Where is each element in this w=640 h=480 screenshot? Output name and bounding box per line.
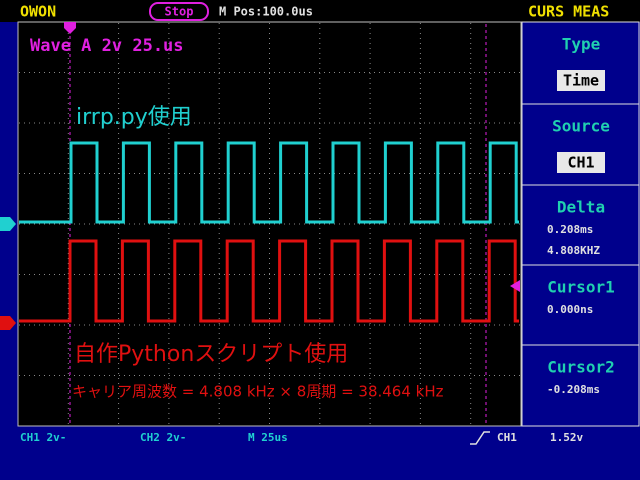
grid	[19, 23, 520, 425]
menu-value[interactable]: Time	[563, 72, 599, 90]
ch1-scale: CH1 2v-	[20, 431, 66, 444]
trace	[19, 239, 519, 323]
wave-info: Wave A 2v 25.us	[30, 36, 184, 56]
trigger-level: 1.52v	[550, 431, 583, 444]
level-marker	[510, 280, 520, 292]
menu-reading: 0.208ms	[547, 223, 593, 236]
run-status[interactable]: Stop	[165, 5, 194, 19]
brand: OWON	[20, 3, 56, 21]
menu-reading: 4.808KHZ	[547, 244, 600, 257]
menu-value[interactable]: CH1	[567, 154, 594, 172]
trace	[19, 141, 519, 224]
menu-label: Type	[562, 35, 601, 54]
position: M Pos:100.0us	[219, 5, 313, 19]
menu-label: Delta	[557, 198, 605, 217]
waveforms	[19, 141, 519, 323]
menu-panel: Type Time Source CH1 Delta 0.208ms 4.808KHZ Cur…	[521, 21, 640, 427]
ch-a-marker	[0, 217, 16, 231]
menu-reading: 0.000ns	[547, 303, 593, 316]
menu-title: CURS MEAS	[528, 3, 609, 21]
ch1-marker	[0, 316, 16, 330]
trigger-edge-icon	[470, 431, 490, 445]
annotation: 自作Pythonスクリプト使用	[74, 342, 348, 367]
trigger-marker	[64, 22, 76, 34]
menu-value-box	[557, 152, 605, 173]
timebase: M 25us	[248, 431, 288, 444]
menu-value-box	[557, 70, 605, 91]
menu-reading: -0.208ms	[547, 383, 600, 396]
annotation: irrp.py使用	[76, 105, 192, 130]
menu-label: Cursor1	[547, 278, 614, 297]
top-bar	[0, 0, 640, 22]
trigger-source: CH1	[497, 431, 517, 444]
status-box	[149, 2, 209, 21]
annotation: キャリア周波数 = 4.808 kHz × 8周期 = 38.464 kHz	[72, 383, 444, 401]
menu-label: Source	[552, 117, 610, 136]
menu-label: Cursor2	[547, 358, 614, 377]
ch2-scale: CH2 2v-	[140, 431, 186, 444]
